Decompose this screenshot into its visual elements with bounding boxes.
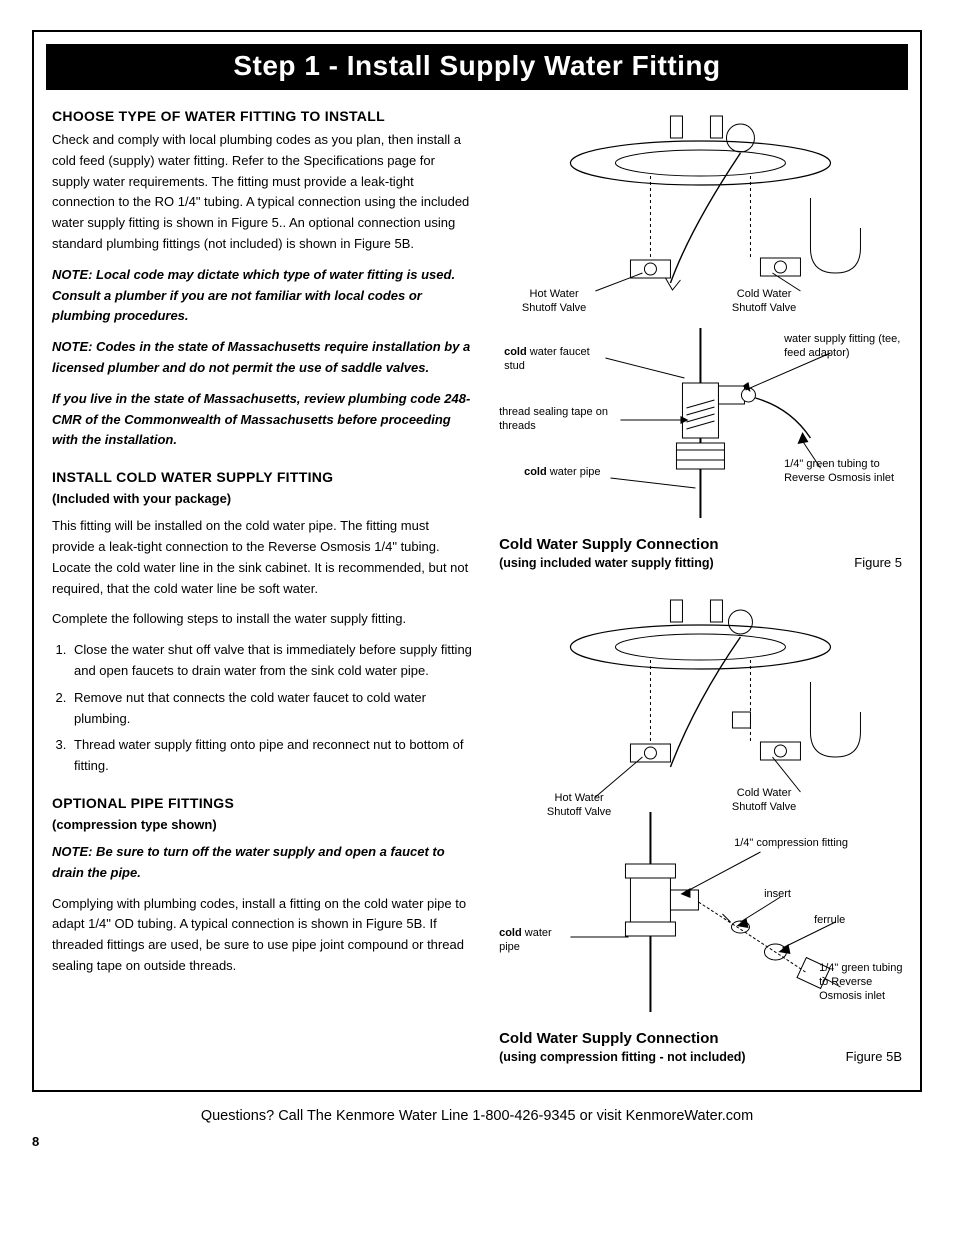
step-title: Step 1 - Install Supply Water Fitting: [46, 44, 908, 90]
list-item: Close the water shut off valve that is i…: [70, 640, 475, 682]
figure-5b-sub-row: (using compression fitting - not include…: [499, 1049, 902, 1064]
label-ferrule: ferrule: [814, 914, 874, 928]
note-turn-off-supply: NOTE: Be sure to turn off the water supp…: [52, 842, 475, 884]
label-cold-pipe: cold water pipe: [524, 466, 614, 480]
label-green-tubing: 1/4" green tubing to Reverse Osmosis inl…: [784, 458, 909, 486]
left-column: CHOOSE TYPE OF WATER FITTING TO INSTALL …: [52, 108, 475, 1068]
figure-5-sub: (using included water supply fitting): [499, 556, 714, 570]
heading-optional-fittings: OPTIONAL PIPE FITTINGS: [52, 795, 475, 811]
label-cold-pipe-b: cold water pipe: [499, 927, 574, 955]
note-massachusetts-1: NOTE: Codes in the state of Massachusett…: [52, 337, 475, 379]
figure-5-sub-row: (using included water supply fitting) Fi…: [499, 555, 902, 570]
footer-line: Questions? Call The Kenmore Water Line 1…: [32, 1108, 922, 1124]
figure-5b-caption: Cold Water Supply Connection: [499, 1030, 902, 1047]
figure-5-diagram: Hot Water Shutoff Valve Cold Water Shuto…: [499, 108, 902, 528]
figure-5-number: Figure 5: [854, 555, 902, 570]
page-border: Step 1 - Install Supply Water Fitting CH…: [32, 30, 922, 1092]
note-local-code: NOTE: Local code may dictate which type …: [52, 265, 475, 327]
list-item: Thread water supply fitting onto pipe an…: [70, 735, 475, 777]
label-faucet-stud: cold water faucet stud: [504, 346, 604, 374]
note-massachusetts-2: If you live in the state of Massachusett…: [52, 389, 475, 451]
label-compression: 1/4" compression fitting: [734, 837, 854, 851]
heading-choose-type: CHOOSE TYPE OF WATER FITTING TO INSTALL: [52, 108, 475, 124]
right-column: Hot Water Shutoff Valve Cold Water Shuto…: [499, 108, 902, 1068]
label-supply-fitting: water supply fitting (tee, feed adaptor): [784, 333, 904, 361]
content-columns: CHOOSE TYPE OF WATER FITTING TO INSTALL …: [34, 108, 920, 1090]
heading-install-cold: INSTALL COLD WATER SUPPLY FITTING: [52, 469, 475, 485]
label-cold-valve-b: Cold Water Shutoff Valve: [724, 787, 804, 815]
subheading-included: (Included with your package): [52, 491, 475, 506]
figure-5b-number: Figure 5B: [846, 1049, 902, 1064]
label-insert: insert: [764, 888, 824, 902]
page-number: 8: [32, 1134, 922, 1149]
label-hot-valve: Hot Water Shutoff Valve: [514, 288, 594, 316]
label-cold-valve: Cold Water Shutoff Valve: [724, 288, 804, 316]
paragraph-optional: Complying with plumbing codes, install a…: [52, 894, 475, 977]
list-item: Remove nut that connects the cold water …: [70, 688, 475, 730]
figure-5b-sub: (using compression fitting - not include…: [499, 1050, 746, 1064]
paragraph-intro: Check and comply with local plumbing cod…: [52, 130, 475, 255]
label-thread-tape: thread sealing tape on threads: [499, 406, 619, 434]
figure-5-caption: Cold Water Supply Connection: [499, 536, 902, 553]
paragraph-complete-steps: Complete the following steps to install …: [52, 609, 475, 630]
paragraph-cold-fitting: This fitting will be installed on the co…: [52, 516, 475, 599]
install-steps-list: Close the water shut off valve that is i…: [52, 640, 475, 777]
label-hot-valve-b: Hot Water Shutoff Valve: [539, 792, 619, 820]
subheading-compression: (compression type shown): [52, 817, 475, 832]
label-green-tubing-b: 1/4" green tubing to Reverse Osmosis inl…: [819, 962, 914, 1003]
figure-5b-diagram: Hot Water Shutoff Valve Cold Water Shuto…: [499, 592, 902, 1022]
